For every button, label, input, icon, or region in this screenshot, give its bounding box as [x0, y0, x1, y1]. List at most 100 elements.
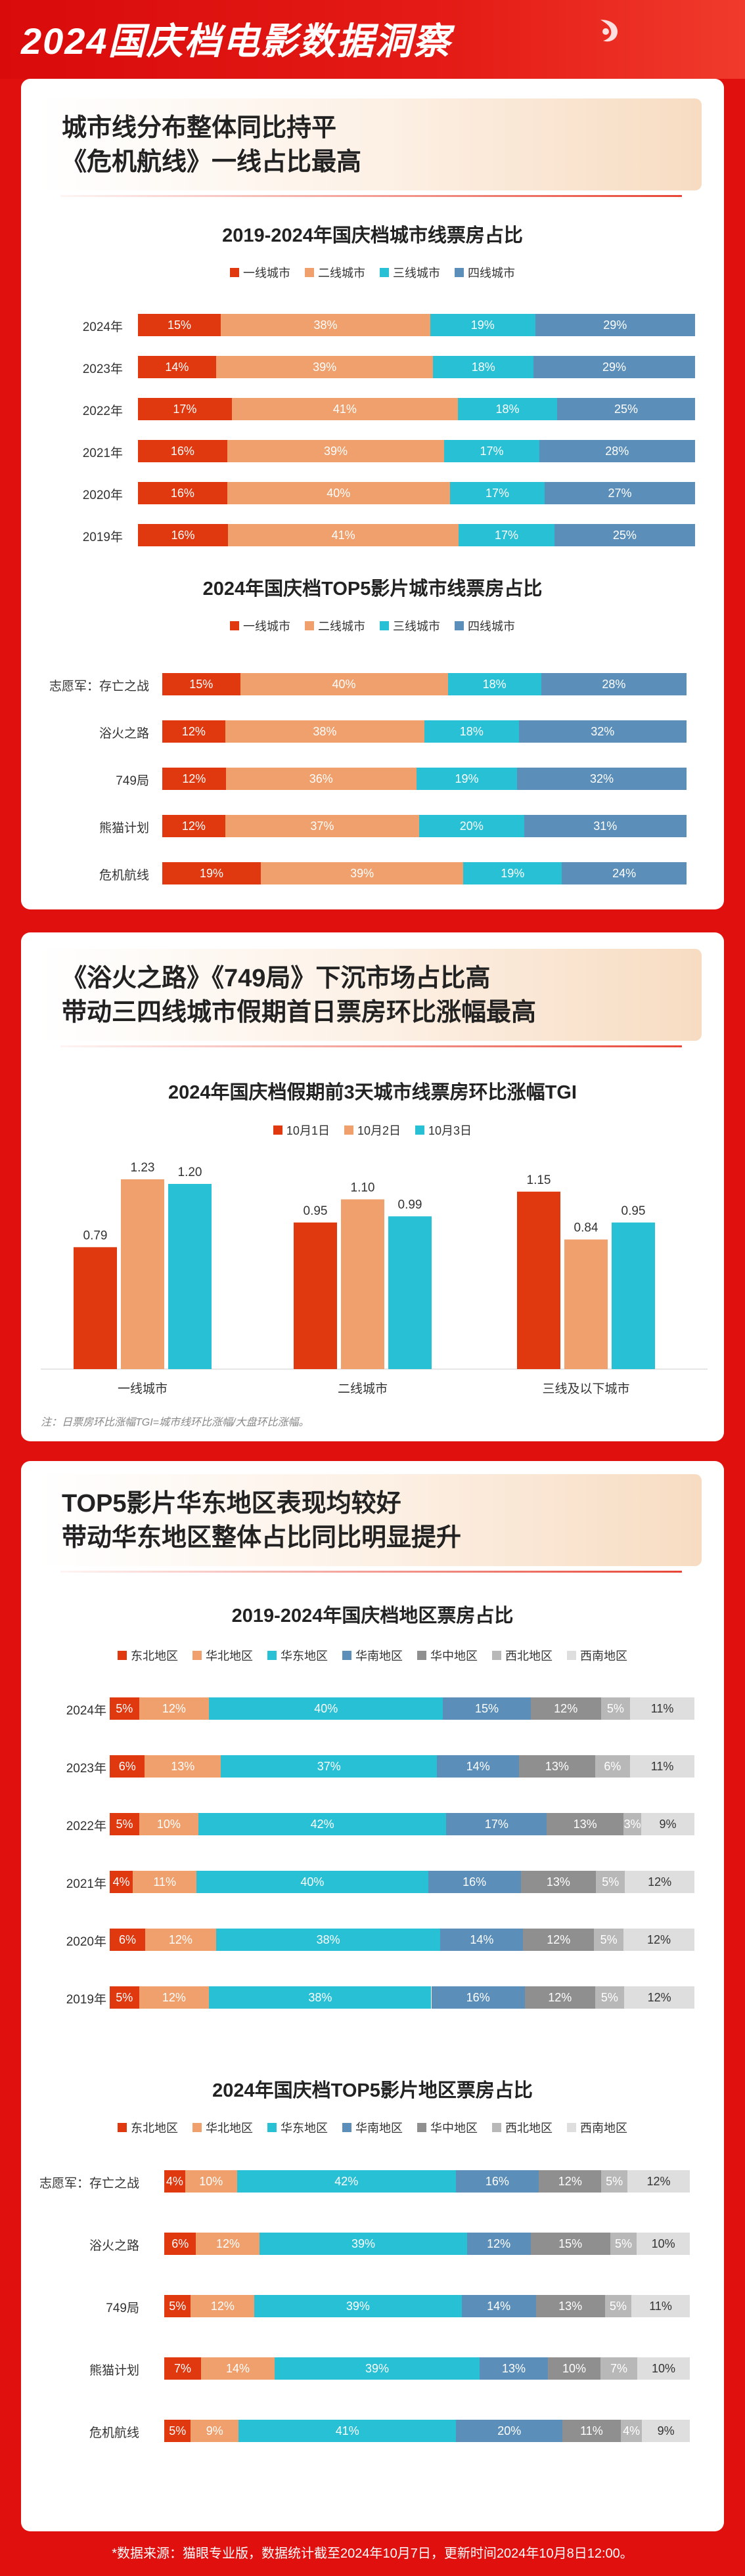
bar-segment: 16% — [138, 482, 227, 504]
bar-segment: 14% — [440, 1929, 524, 1951]
bar-segment: 16% — [428, 1871, 521, 1893]
row-label: 2023年 — [82, 362, 123, 376]
legend-swatch — [230, 621, 239, 630]
bar-segment: 37% — [221, 1755, 438, 1778]
bar-segment: 19% — [430, 314, 535, 336]
legend-label: 西北地区 — [505, 1649, 553, 1663]
legend-swatch — [342, 2123, 351, 2132]
bar-segment: 5% — [110, 1986, 139, 2009]
legend-swatch — [342, 1651, 351, 1660]
legend-swatch — [192, 1651, 202, 1660]
bar-segment: 39% — [254, 2295, 462, 2317]
row-label: 2023年 — [66, 1762, 106, 1776]
legend-item: 一线城市 — [230, 264, 290, 281]
legend-swatch — [192, 2123, 202, 2132]
maoyan-logo-icon — [600, 20, 618, 42]
bar-segment: 41% — [228, 524, 459, 546]
bar-segment: 18% — [433, 356, 534, 378]
bar-segment: 42% — [237, 2170, 456, 2193]
bar-segment: 5% — [596, 1871, 625, 1893]
bar-segment: 38% — [225, 720, 424, 743]
tgi-bar — [517, 1191, 560, 1369]
bar-segment: 32% — [518, 720, 687, 743]
bar-segment: 4% — [110, 1871, 133, 1893]
chart-title: 2019-2024年国庆档地区票房占比 — [231, 1605, 514, 1626]
bar-segment: 12% — [139, 1697, 210, 1720]
legend-label: 华北地区 — [206, 2122, 253, 2135]
bar-segment: 5% — [594, 1929, 624, 1951]
legend-item: 三线城市 — [380, 264, 440, 281]
legend-swatch — [305, 268, 314, 277]
bar-segment: 6% — [164, 2233, 196, 2255]
bar-segment: 11% — [630, 1697, 694, 1720]
legend-label: 华北地区 — [206, 1649, 253, 1663]
legend-item: 10月1日 — [273, 1122, 330, 1139]
bar-segment: 15% — [530, 2233, 610, 2255]
tgi-bar — [564, 1239, 608, 1369]
row-label: 2019年 — [66, 1993, 106, 2007]
bar-segment: 40% — [196, 1871, 428, 1893]
legend-label: 华南地区 — [355, 1649, 403, 1663]
legend-label: 一线城市 — [243, 267, 290, 280]
bar-segment: 17% — [449, 482, 545, 504]
row-label: 2019年 — [82, 531, 123, 544]
legend-swatch — [415, 1125, 425, 1135]
legend-swatch — [567, 1651, 576, 1660]
row-label: 危机航线 — [89, 2426, 139, 2440]
section2-line1: 《浴火之路》《749局》下沉市场占比高 — [62, 965, 491, 992]
bar-segment: 41% — [231, 398, 458, 420]
bar-segment: 20% — [456, 2420, 563, 2442]
legend-item: 东北地区 — [118, 2119, 178, 2136]
row-label: 2024年 — [66, 1704, 106, 1718]
legend-item: 华北地区 — [192, 1647, 253, 1664]
legend-label: 华中地区 — [430, 2122, 478, 2135]
row-label: 2020年 — [82, 489, 123, 502]
bar-segment: 39% — [260, 2233, 467, 2255]
legend-item: 二线城市 — [305, 264, 365, 281]
legend-item: 一线城市 — [230, 617, 290, 634]
tgi-value-label: 0.95 — [621, 1204, 646, 1218]
bar-segment: 28% — [539, 440, 695, 462]
bar-segment: 9% — [641, 1813, 694, 1835]
bar-segment: 11% — [631, 2295, 690, 2317]
bar-segment: 15% — [162, 673, 240, 695]
tgi-bar — [168, 1184, 212, 1369]
bar-segment: 5% — [610, 2233, 637, 2255]
bar-segment: 18% — [447, 673, 541, 695]
tgi-category-label: 二线城市 — [338, 1382, 388, 1396]
bar-segment: 5% — [164, 2420, 191, 2442]
bar-segment: 41% — [238, 2420, 457, 2442]
bar-segment: 27% — [545, 482, 695, 504]
legend-item: 10月3日 — [415, 1122, 472, 1139]
legend-swatch — [417, 1651, 426, 1660]
bar-segment: 12% — [196, 2233, 260, 2255]
bar-segment: 5% — [600, 1697, 631, 1720]
legend-swatch — [492, 2123, 501, 2132]
legend-swatch — [305, 621, 314, 630]
bar-segment: 38% — [215, 1929, 441, 1951]
legend-item: 华南地区 — [342, 1647, 403, 1664]
bar-segment: 5% — [604, 2295, 632, 2317]
bar-segment: 13% — [520, 1871, 597, 1893]
tgi-category-label: 三线及以下城市 — [542, 1382, 629, 1396]
bar-segment: 12% — [191, 2295, 255, 2317]
bar-segment: 4% — [164, 2170, 185, 2193]
bar-segment: 16% — [431, 1986, 525, 2009]
bar-segment: 17% — [446, 1813, 547, 1835]
legend-swatch — [230, 268, 239, 277]
legend-item: 华中地区 — [417, 1647, 478, 1664]
row-label: 749局 — [106, 2302, 139, 2315]
chart-legend: 一线城市 二线城市 三线城市 四线城市 — [21, 264, 724, 281]
legend-label: 10月3日 — [428, 1124, 472, 1137]
bar-segment: 40% — [240, 673, 448, 695]
bar-segment: 13% — [519, 1755, 595, 1778]
chart-legend: 10月1日 10月2日 10月3日 — [21, 1122, 724, 1139]
legend-item: 东北地区 — [118, 1647, 178, 1664]
legend-label: 一线城市 — [243, 620, 290, 633]
bar-segment: 17% — [459, 524, 554, 546]
legend-label: 西北地区 — [505, 2122, 553, 2135]
bar-segment: 6% — [595, 1755, 631, 1778]
row-label: 熊猫计划 — [89, 2364, 139, 2378]
bar-segment: 29% — [533, 356, 695, 378]
bar-segment: 13% — [145, 1755, 221, 1778]
